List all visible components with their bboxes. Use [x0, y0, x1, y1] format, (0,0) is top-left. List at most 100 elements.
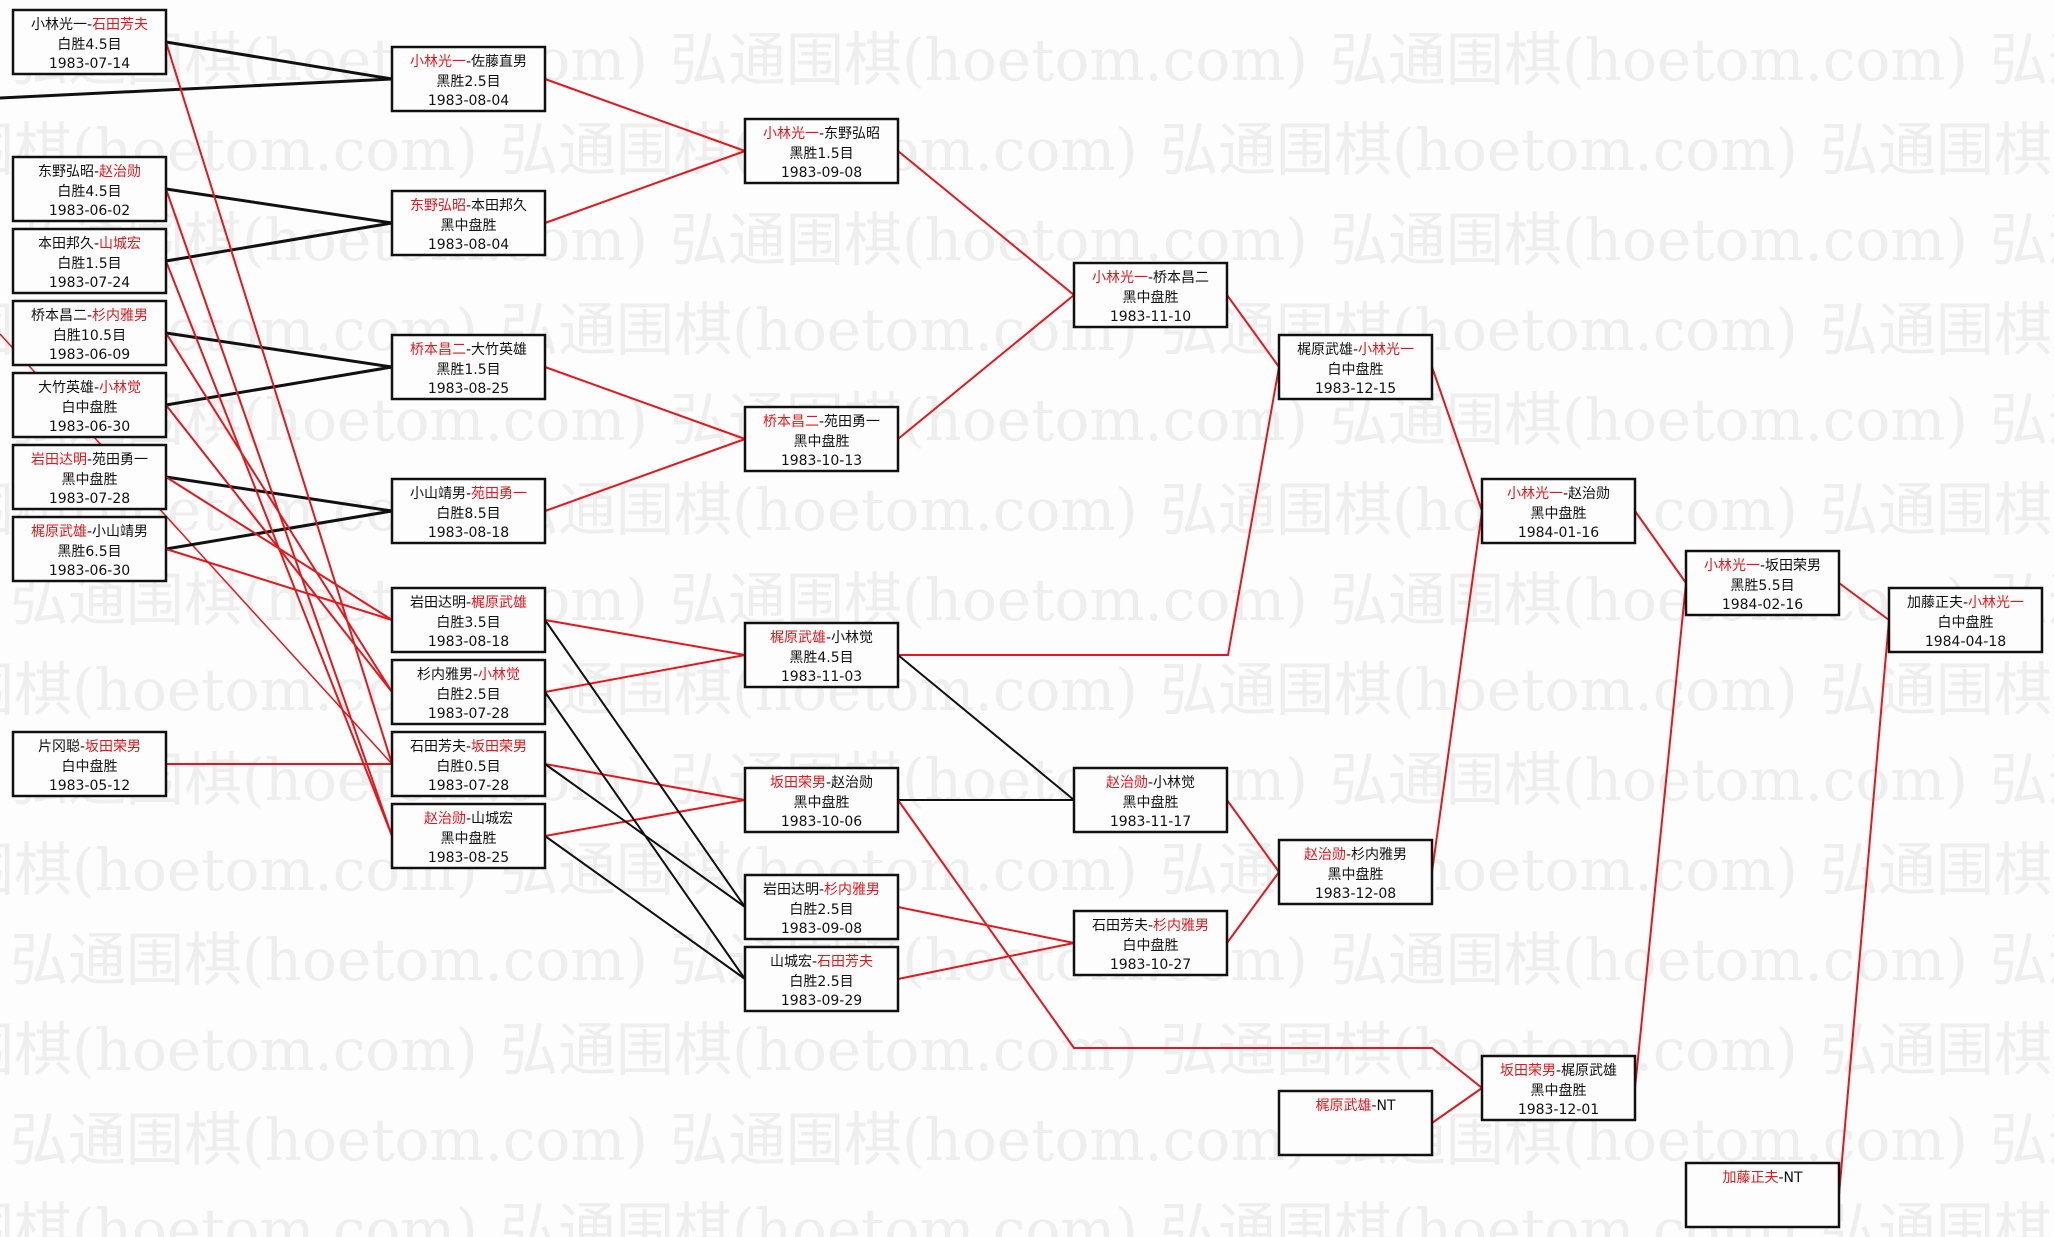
game-players: 石田芳夫-杉内雅男	[1092, 917, 1209, 934]
game-boxes: 小林光一-石田芳夫白胜4.5目1983-07-14东野弘昭-赵治勋白胜4.5目1…	[11, 8, 2044, 1229]
loser-path-line	[544, 835, 746, 980]
game-players: 东野弘昭-赵治勋	[38, 164, 141, 180]
player-white: 石田芳夫	[817, 953, 873, 970]
game-players: 小林光一-东野弘昭	[763, 126, 880, 142]
game-players: 梶原武雄-小林光一	[1297, 342, 1414, 358]
separator: -	[1148, 270, 1153, 286]
player-black: 赵治勋	[424, 811, 466, 827]
player-white: 梶原武雄	[471, 595, 527, 611]
player-black: 岩田达明	[763, 882, 819, 898]
separator: -	[1563, 486, 1568, 502]
game-result: 白中盘胜	[1938, 614, 1994, 631]
player-white: 小林觉	[831, 630, 873, 646]
player-black: 坂田荣男	[770, 775, 826, 791]
game-box-frame	[1072, 766, 1229, 834]
player-white: 石田芳夫	[92, 16, 148, 33]
player-black: 小山靖男	[410, 486, 466, 502]
separator: -	[1346, 847, 1351, 863]
player-black: 东野弘昭	[410, 198, 466, 214]
game-box-frame	[11, 299, 168, 367]
watermark-text: 弘通围棋(hoetom.com)	[1160, 1016, 1798, 1084]
game-box-frame	[390, 189, 547, 257]
loser-path-line	[165, 365, 393, 407]
game-box-frame	[390, 658, 547, 726]
player-white: 梶原武雄	[1561, 1063, 1617, 1079]
watermark-text: 弘通围棋(hoetom.com)	[1820, 836, 2054, 904]
separator: -	[1148, 918, 1153, 934]
game-box-frame	[743, 873, 900, 941]
game-box[interactable]: 加藤正夫-NT	[1684, 1161, 1841, 1229]
game-box-frame	[11, 8, 168, 76]
game-players: 岩田达明-杉内雅男	[763, 882, 880, 898]
game-result: 黑中盘胜	[62, 471, 118, 488]
player-white: 杉内雅男	[1153, 918, 1209, 934]
game-box-frame	[1277, 838, 1434, 906]
separator: -	[87, 452, 92, 468]
game-players: 坂田荣男-梶原武雄	[1500, 1063, 1617, 1079]
game-box[interactable]: 梶原武雄-NT	[1277, 1089, 1434, 1157]
watermark-text: 弘通围棋(hoetom.com)	[1160, 836, 1798, 904]
player-black: 赵治勋	[1304, 847, 1346, 863]
game-date: 1983-07-28	[428, 778, 509, 794]
watermark-text: 弘通围棋(hoetom.com)	[1990, 26, 2054, 94]
winner-path-line	[1226, 799, 1280, 873]
watermark-text: 弘通围棋(hoetom.com)	[1330, 746, 1968, 814]
separator: -	[1778, 1170, 1783, 1186]
player-white: 苑田勇一	[471, 486, 527, 502]
watermark-text: 弘通围棋(hoetom.com)	[1820, 476, 2054, 544]
game-date: 1983-07-14	[49, 56, 130, 72]
watermark-text: 弘通围棋(hoetom.com)	[1820, 1016, 2054, 1084]
watermark-text: 弘通围棋(hoetom.com)	[500, 1016, 1138, 1084]
game-box-frame	[743, 405, 900, 473]
game-box-frame	[1277, 333, 1434, 401]
player-black: 桥本昌二	[763, 414, 819, 430]
game-result: 白胜4.5目	[57, 37, 121, 53]
game-players: 小林光一-赵治勋	[1507, 486, 1610, 502]
game-box-frame	[11, 443, 168, 511]
player-black: 加藤正夫	[1722, 1170, 1778, 1186]
game-box-frame	[1480, 1054, 1637, 1122]
player-white: 桥本昌二	[1153, 270, 1209, 286]
game-players: 加藤正夫-NT	[1722, 1170, 1803, 1186]
loser-path-line	[165, 187, 393, 225]
separator: -	[466, 739, 471, 755]
player-black: 梶原武雄	[31, 524, 87, 540]
game-date: 1983-09-08	[781, 165, 862, 181]
game-players: 东野弘昭-本田邦久	[410, 198, 527, 214]
watermark-text: 弘通围棋(hoetom.com)	[1820, 116, 2054, 184]
game-date: 1983-05-12	[49, 778, 130, 794]
game-result: 白胜0.5目	[436, 759, 500, 775]
